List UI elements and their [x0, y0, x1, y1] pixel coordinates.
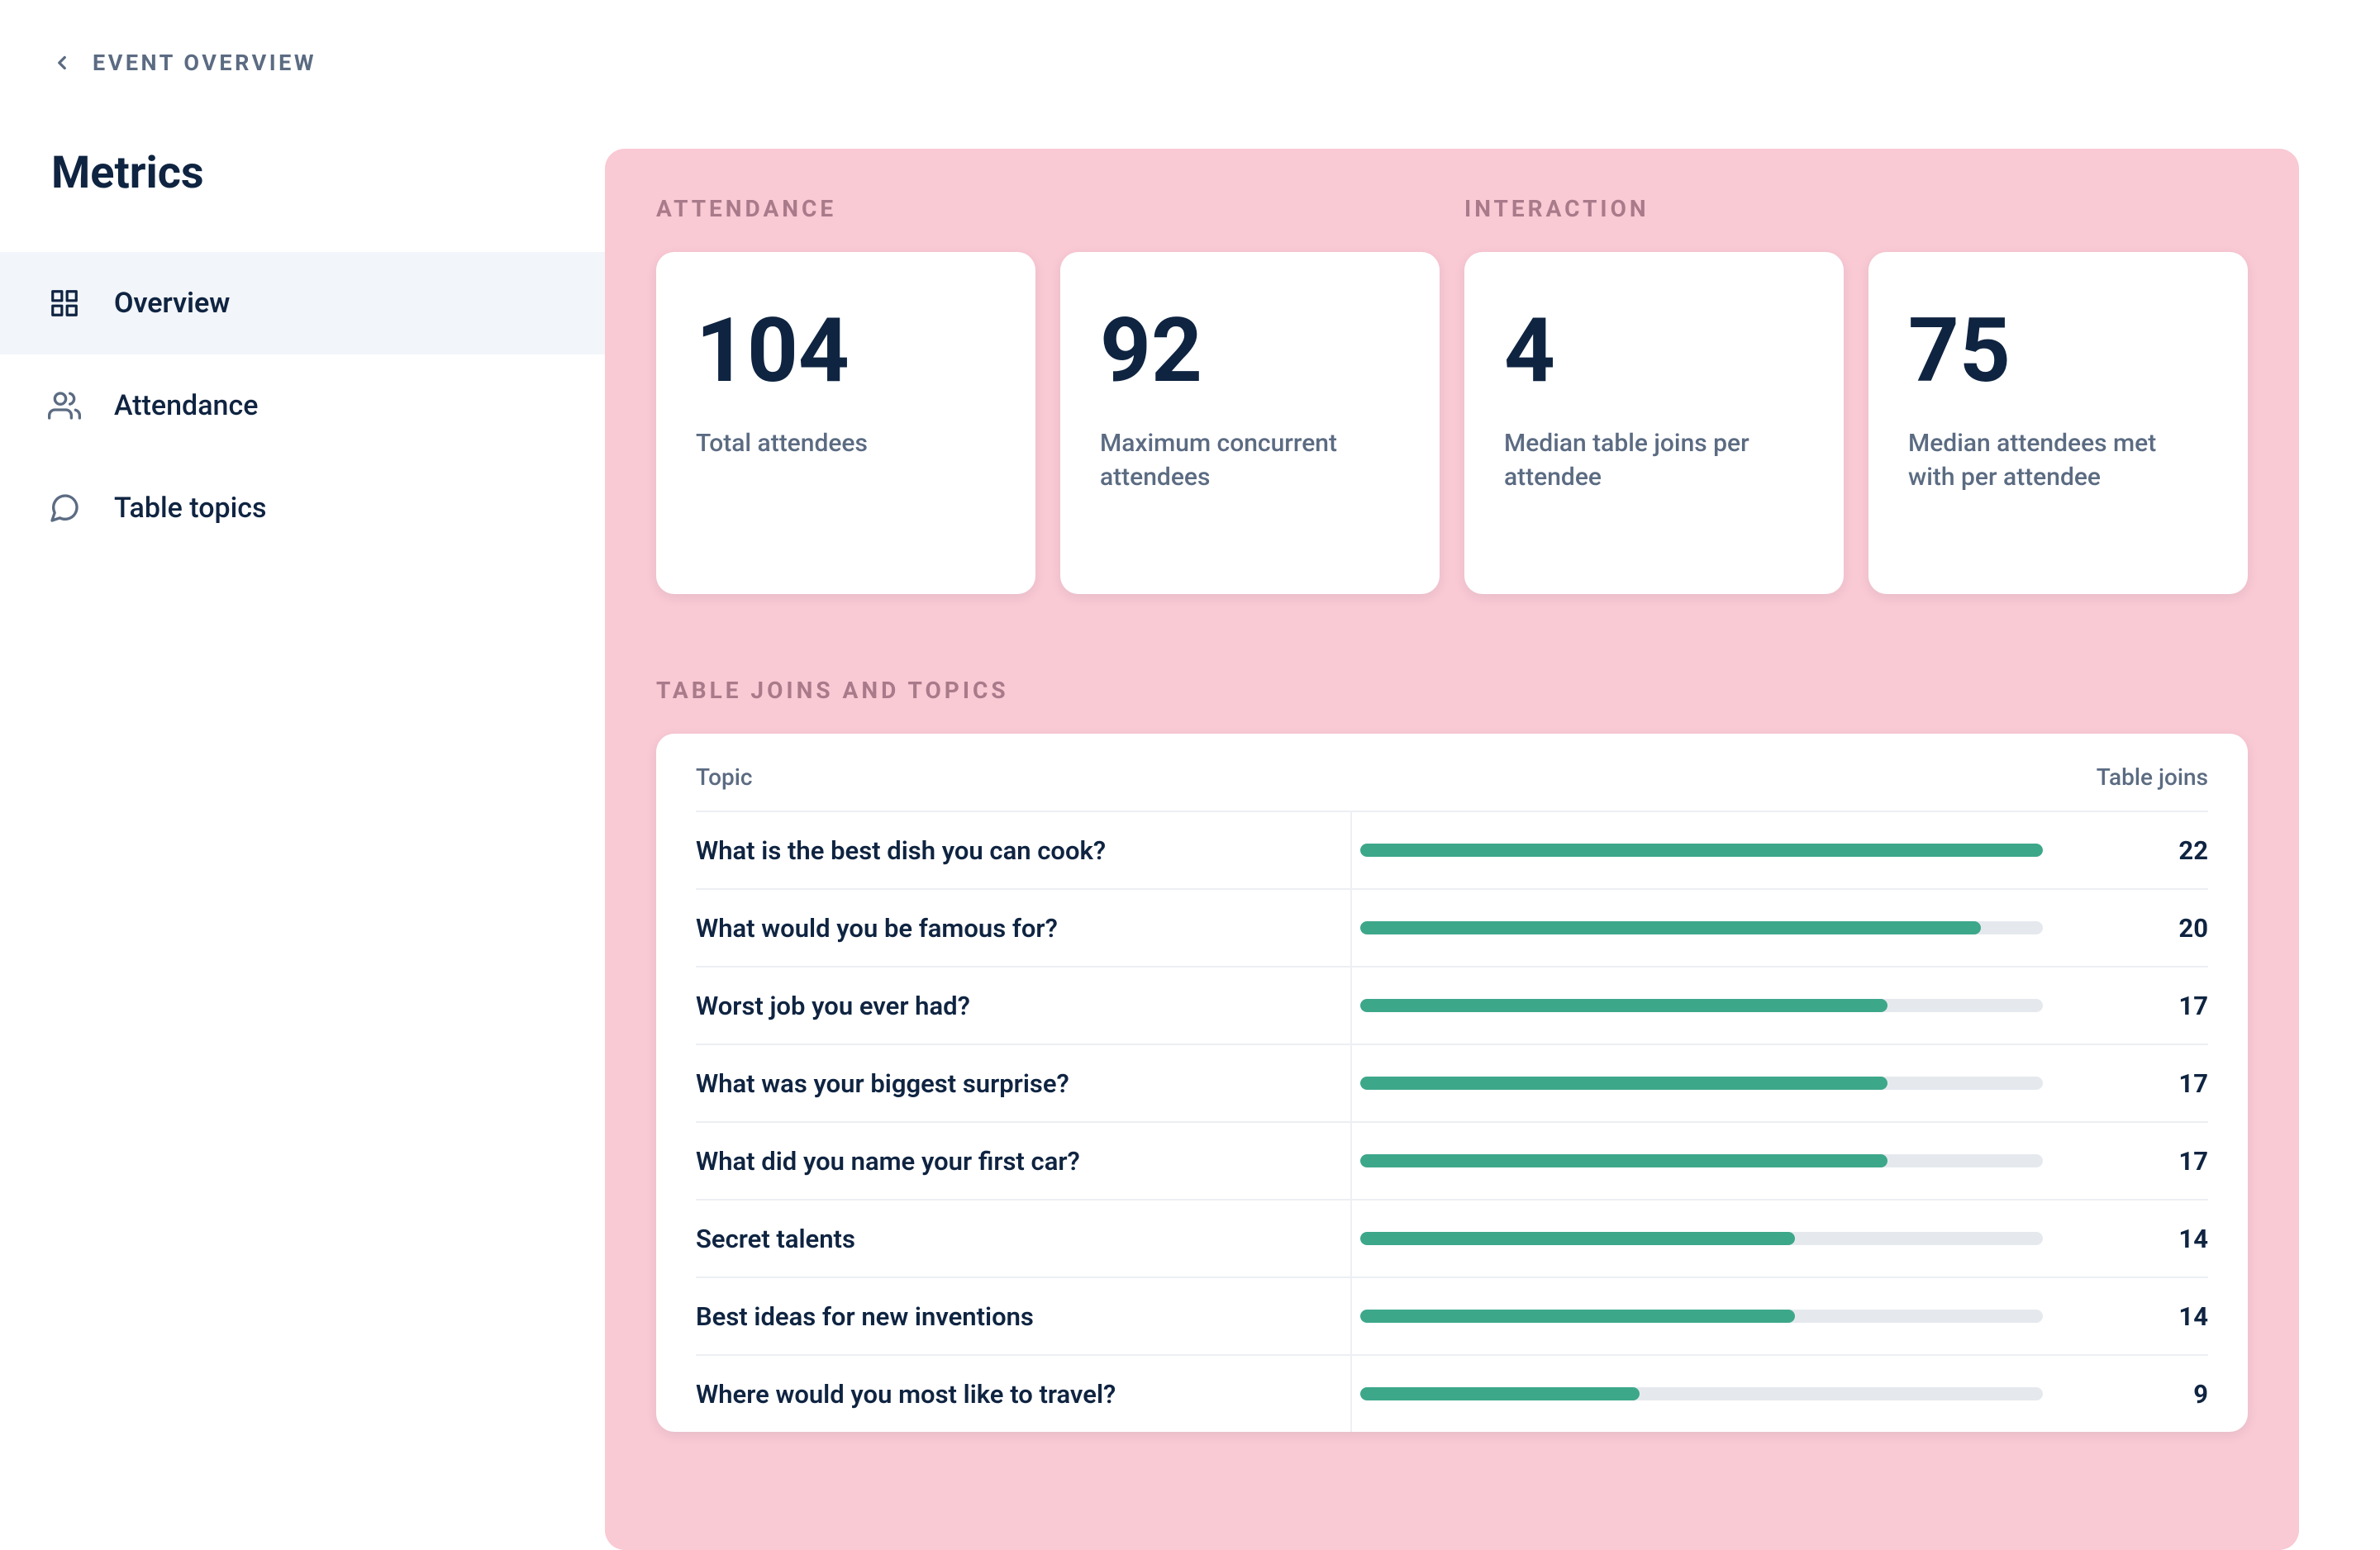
topic-bar-cell [1352, 1154, 2051, 1167]
topic-name: What did you name your first car? [696, 1123, 1352, 1199]
chat-icon [48, 492, 81, 525]
topic-bar-cell [1352, 999, 2051, 1012]
nav-item-label: Table topics [114, 492, 267, 525]
section-label-attendance: ATTENDANCE [656, 195, 1440, 222]
topics-table-header: Topic Table joins [696, 763, 2208, 811]
stat-value: 92 [1100, 307, 1400, 396]
topics-table-body: What is the best dish you can cook?22Wha… [696, 811, 2208, 1432]
table-row: Worst job you ever had? 17 [696, 966, 2208, 1044]
sidebar: EVENT OVERVIEW Metrics Overview Attendan… [0, 0, 605, 1550]
metrics-panel: ATTENDANCE 104 Total attendees 92 Maximu… [605, 149, 2299, 1550]
bar-track [1360, 1154, 2043, 1167]
table-row: What was your biggest surprise? 17 [696, 1044, 2208, 1121]
topic-count: 22 [2051, 835, 2208, 866]
topic-name: Secret talents [696, 1201, 1352, 1277]
topic-count: 14 [2051, 1224, 2208, 1254]
bar-track [1360, 1387, 2043, 1400]
table-row: Best ideas for new inventions 14 [696, 1277, 2208, 1354]
bar-fill [1360, 1310, 1795, 1323]
topic-name: Best ideas for new inventions [696, 1278, 1352, 1354]
nav-item-label: Overview [114, 287, 230, 320]
stat-card-total-attendees: 104 Total attendees [656, 252, 1035, 594]
stat-card-median-joins: 4 Median table joins per attendee [1464, 252, 1844, 594]
topic-bar-cell [1352, 1232, 2051, 1245]
topic-count: 14 [2051, 1301, 2208, 1332]
stat-label: Median attendees met with per attendee [1908, 427, 2173, 494]
nav-item-table-topics[interactable]: Table topics [0, 457, 605, 559]
nav-item-overview[interactable]: Overview [0, 252, 605, 354]
section-label-interaction: INTERACTION [1464, 195, 2248, 222]
stat-value: 104 [696, 307, 996, 396]
stat-label: Median table joins per attendee [1504, 427, 1768, 494]
bar-track [1360, 999, 2043, 1012]
topic-name: What is the best dish you can cook? [696, 812, 1352, 888]
interaction-cards: 4 Median table joins per attendee 75 Med… [1464, 252, 2248, 594]
stat-card-median-met: 75 Median attendees met with per attende… [1868, 252, 2248, 594]
topic-count: 17 [2051, 1146, 2208, 1177]
topic-count: 9 [2051, 1379, 2208, 1410]
section-label-topics: TABLE JOINS AND TOPICS [656, 677, 2248, 704]
bar-track [1360, 1232, 2043, 1245]
table-row: Secret talents 14 [696, 1199, 2208, 1277]
th-topic: Topic [696, 763, 1352, 791]
topic-name: Worst job you ever had? [696, 968, 1352, 1044]
table-row: What did you name your first car? 17 [696, 1121, 2208, 1199]
topic-bar-cell [1352, 921, 2051, 934]
app-root: EVENT OVERVIEW Metrics Overview Attendan… [0, 0, 2380, 1550]
stats-group-attendance: ATTENDANCE 104 Total attendees 92 Maximu… [656, 195, 1440, 594]
bar-fill [1360, 844, 2043, 857]
topic-bar-cell [1352, 844, 2051, 857]
people-icon [48, 389, 81, 422]
topic-name: Where would you most like to travel? [696, 1356, 1352, 1432]
attendance-cards: 104 Total attendees 92 Maximum concurren… [656, 252, 1440, 594]
table-row: What would you be famous for? 20 [696, 888, 2208, 966]
bar-fill [1360, 999, 1887, 1012]
bar-track [1360, 921, 2043, 934]
bar-fill [1360, 1387, 1640, 1400]
nav-item-label: Attendance [114, 389, 258, 422]
sidebar-nav: Overview Attendance Table topics [0, 252, 605, 559]
bar-track [1360, 1310, 2043, 1323]
chevron-left-icon [51, 52, 73, 74]
breadcrumb-back[interactable]: EVENT OVERVIEW [0, 50, 605, 76]
bar-track [1360, 844, 2043, 857]
th-spacer [1352, 763, 2043, 791]
grid-icon [48, 287, 81, 320]
topic-bar-cell [1352, 1077, 2051, 1090]
bar-fill [1360, 1154, 1887, 1167]
main-content: ATTENDANCE 104 Total attendees 92 Maximu… [605, 0, 2380, 1550]
page-title: Metrics [0, 147, 605, 199]
stats-group-interaction: INTERACTION 4 Median table joins per att… [1464, 195, 2248, 594]
bar-track [1360, 1077, 2043, 1090]
stats-row: ATTENDANCE 104 Total attendees 92 Maximu… [656, 195, 2248, 594]
nav-item-attendance[interactable]: Attendance [0, 354, 605, 457]
stat-value: 4 [1504, 307, 1804, 396]
topic-name: What would you be famous for? [696, 890, 1352, 966]
topic-bar-cell [1352, 1387, 2051, 1400]
stat-value: 75 [1908, 307, 2208, 396]
topic-count: 17 [2051, 1068, 2208, 1099]
bar-fill [1360, 1232, 1795, 1245]
bar-fill [1360, 1077, 1887, 1090]
topic-bar-cell [1352, 1310, 2051, 1323]
topics-section: TABLE JOINS AND TOPICS Topic Table joins… [656, 677, 2248, 1432]
table-row: What is the best dish you can cook? 22 [696, 811, 2208, 888]
stat-card-max-concurrent: 92 Maximum concurrent attendees [1060, 252, 1440, 594]
topic-count: 20 [2051, 913, 2208, 944]
stat-label: Total attendees [696, 427, 960, 461]
topics-card: Topic Table joins What is the best dish … [656, 734, 2248, 1432]
breadcrumb-label: EVENT OVERVIEW [93, 50, 317, 76]
th-joins: Table joins [2043, 763, 2208, 791]
stat-label: Maximum concurrent attendees [1100, 427, 1364, 494]
topic-name: What was your biggest surprise? [696, 1045, 1352, 1121]
bar-fill [1360, 921, 1981, 934]
table-row: Where would you most like to travel? 9 [696, 1354, 2208, 1432]
topic-count: 17 [2051, 991, 2208, 1021]
